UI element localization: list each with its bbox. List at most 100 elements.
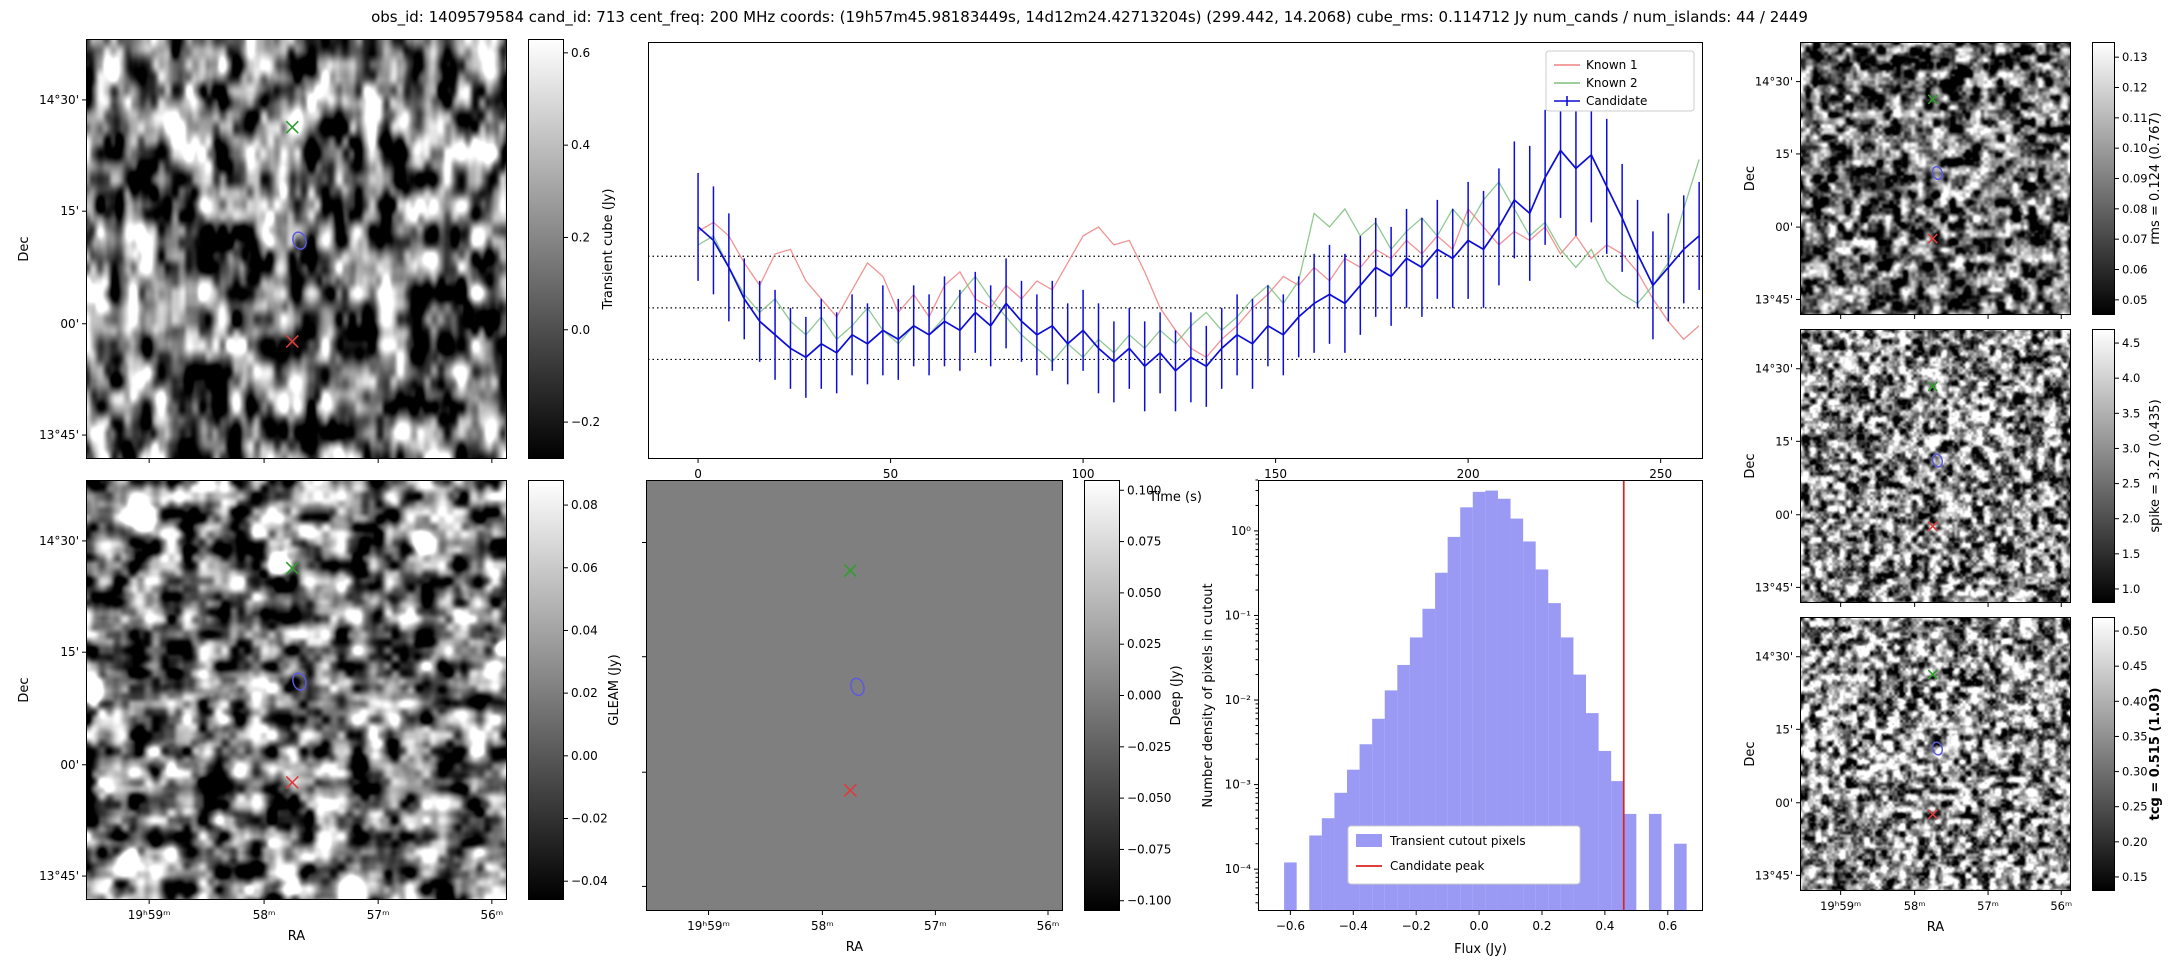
tcg-cutout-image — [1800, 617, 2071, 891]
legend-label: Known 1 — [1586, 58, 1638, 72]
gleam-ra-tick-label: 57ᵐ — [367, 908, 390, 922]
histogram-bar — [1447, 536, 1461, 911]
transient-colorbar-tick-label: 0.0 — [571, 323, 590, 337]
tcg-colorbar — [2092, 617, 2115, 891]
gleam-colorbar-tick-label: 0.00 — [571, 749, 598, 763]
histogram-bar — [1334, 792, 1347, 911]
legend-label: Candidate — [1586, 94, 1647, 108]
legend-patch-sample — [1356, 834, 1382, 847]
gleam-colorbar-tick-label: 0.08 — [571, 498, 598, 512]
deep-xlabel: RA — [846, 940, 864, 955]
histogram-y-tick-label: 10⁻³ — [1225, 778, 1252, 792]
deep-colorbar-tick-label: 0.100 — [1127, 483, 1161, 497]
rms-dec-tick-label: 13°45' — [1755, 292, 1793, 306]
tcg-dec-tick-label: 00' — [1775, 796, 1793, 810]
histogram-bar — [1586, 713, 1599, 911]
lightcurve-x-tick-label: 100 — [1072, 467, 1095, 481]
lightcurve-x-tick-label: 50 — [883, 467, 898, 481]
deep-colorbar-tick-label: 0.050 — [1127, 586, 1161, 600]
tcg-dec-tick-label: 14°30' — [1755, 650, 1793, 664]
spike-colorbar — [2092, 329, 2115, 603]
transient-colorbar-label: Transient cube (Jy) — [601, 189, 616, 311]
histogram-xlabel: Flux (Jy) — [1454, 942, 1507, 957]
histogram-bar — [1598, 750, 1612, 911]
spike-colorbar-tick-label: 1.0 — [2122, 582, 2140, 596]
transient-dec-tick-label: 00' — [60, 317, 79, 331]
gleam-colorbar-tick-label: 0.06 — [571, 561, 598, 575]
rms-dec-tick-label: 00' — [1775, 220, 1793, 234]
gleam-ylabel: Dec — [17, 677, 32, 702]
gleam-xlabel: RA — [288, 929, 306, 944]
tcg-colorbar-tick-label: 0.45 — [2122, 659, 2148, 673]
histogram-bar — [1460, 507, 1473, 911]
spike-colorbar-tick-label: 3.0 — [2122, 441, 2140, 455]
histogram-bar — [1560, 637, 1574, 911]
histogram-bar — [1347, 769, 1360, 911]
rms-cutout-image — [1800, 42, 2071, 315]
gleam-dec-tick-label: 14°30' — [39, 534, 79, 548]
tcg-colorbar-tick-label: 0.15 — [2122, 870, 2148, 884]
tcg-colorbar-tick-label: 0.40 — [2122, 694, 2148, 708]
rms-ylabel: Dec — [1743, 166, 1758, 191]
histogram-y-tick-label: 10⁻⁴ — [1225, 862, 1252, 876]
figure-title: obs_id: 1409579584 cand_id: 713 cent_fre… — [371, 8, 1808, 26]
rms-colorbar-tick-label: 0.06 — [2122, 263, 2148, 277]
deep-colorbar-tick-label: −0.050 — [1127, 791, 1171, 805]
lightcurve-x-tick-label: 250 — [1649, 467, 1672, 481]
rms-colorbar — [2092, 42, 2115, 315]
spike-colorbar-tick-label: 3.5 — [2122, 406, 2140, 420]
rms-dec-tick-label: 14°30' — [1755, 75, 1793, 89]
histogram-bar — [1372, 718, 1385, 911]
histogram-bar — [1674, 843, 1687, 911]
gleam-colorbar-label: GLEAM (Jy) — [607, 654, 622, 725]
deep-colorbar-tick-label: 0.075 — [1127, 535, 1161, 549]
lightcurve-frame — [648, 42, 1703, 459]
gleam-ra-tick-label: 58ᵐ — [253, 908, 276, 922]
histogram-frame — [1258, 480, 1703, 911]
spike-ylabel: Dec — [1743, 453, 1758, 478]
deep-colorbar-tick-label: −0.075 — [1127, 842, 1171, 856]
histogram-y-tick-label: 10⁻¹ — [1225, 608, 1252, 622]
transient-colorbar-tick-label: 0.6 — [571, 46, 590, 60]
lightcurve-series-candidate — [697, 148, 1700, 373]
histogram-bar — [1611, 781, 1624, 911]
tcg-colorbar-tick-label: 0.20 — [2122, 835, 2148, 849]
tcg-ra-tick-label: 58ᵐ — [1904, 899, 1926, 913]
rms-colorbar-tick-label: 0.08 — [2122, 202, 2148, 216]
spike-dec-tick-label: 00' — [1775, 508, 1793, 522]
legend-label: Transient cutout pixels — [1389, 834, 1526, 848]
deep-ra-tick-label: 58ᵐ — [811, 919, 834, 933]
deep-colorbar-tick-label: −0.025 — [1127, 740, 1171, 754]
lightcurve-x-tick-label: 0 — [694, 467, 702, 481]
gleam-colorbar-tick-label: −0.02 — [571, 812, 608, 826]
tcg-dec-tick-label: 15' — [1775, 722, 1793, 736]
rms-colorbar-tick-label: 0.12 — [2122, 81, 2148, 95]
histogram-bar — [1384, 690, 1398, 911]
histogram-y-tick-label: 10⁻² — [1225, 693, 1252, 707]
rms-colorbar-tick-label: 0.07 — [2122, 232, 2148, 246]
histogram-bar — [1397, 664, 1410, 911]
deep-ra-tick-label: 19ʰ59ᵐ — [687, 919, 730, 933]
transient-colorbar — [528, 39, 564, 459]
gleam-colorbar-tick-label: −0.04 — [571, 874, 608, 888]
tcg-colorbar-tick-label: 0.50 — [2122, 624, 2148, 638]
histogram-bar — [1321, 818, 1335, 911]
histogram-bar — [1485, 490, 1498, 911]
transient-colorbar-tick-label: 0.4 — [571, 138, 590, 152]
histogram-x-tick-label: −0.2 — [1402, 919, 1431, 933]
gleam-dec-tick-label: 13°45' — [39, 869, 79, 883]
spike-cutout-image — [1800, 329, 2071, 603]
rms-colorbar-label: rms = 0.124 (0.767) — [2148, 112, 2163, 244]
transient-dec-tick-label: 15' — [60, 204, 79, 218]
histogram-bar — [1648, 813, 1662, 911]
deep-ra-tick-label: 57ᵐ — [924, 919, 947, 933]
deep-colorbar-tick-label: 0.025 — [1127, 637, 1161, 651]
gleam-cutout-image — [86, 480, 507, 900]
histogram-x-tick-label: −0.6 — [1276, 919, 1305, 933]
histogram-bar — [1535, 569, 1549, 911]
gleam-dec-tick-label: 00' — [60, 758, 79, 772]
deep-colorbar — [1084, 480, 1120, 911]
tcg-colorbar-tick-label: 0.35 — [2122, 729, 2148, 743]
histogram-legend — [1347, 825, 1581, 885]
